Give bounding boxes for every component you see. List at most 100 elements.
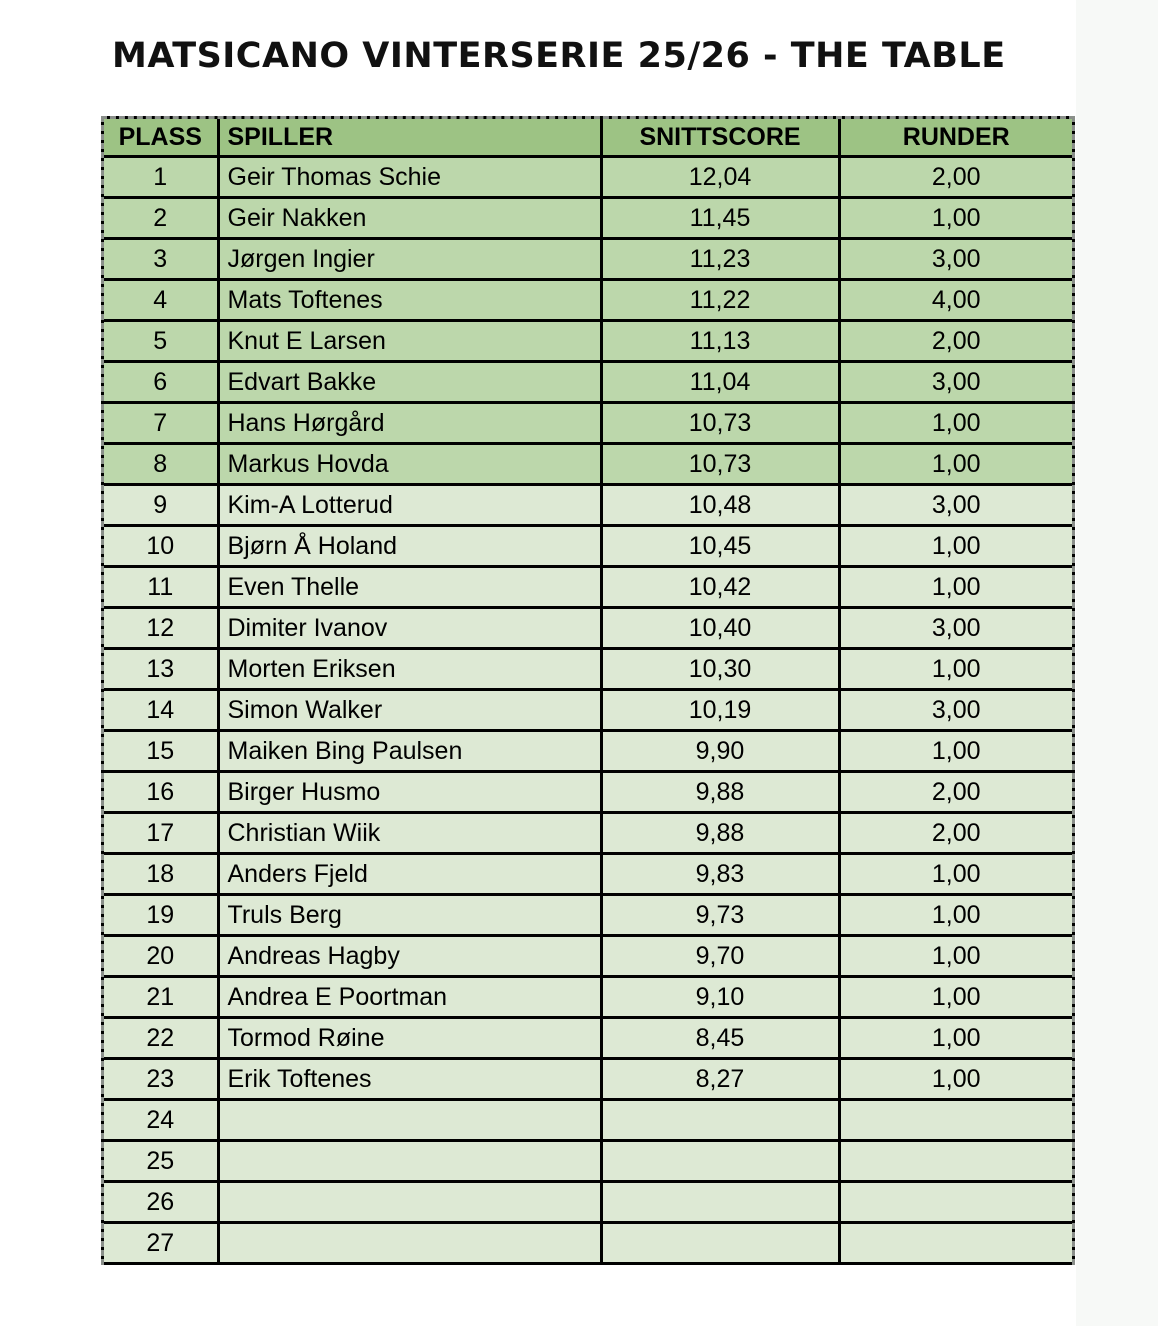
cell-snittscore[interactable] <box>599 1221 841 1265</box>
cell-runder[interactable]: 1,00 <box>837 524 1072 568</box>
cell-spiller[interactable]: Bjørn Å Holand <box>216 524 603 568</box>
cell-spiller[interactable]: Knut E Larsen <box>216 319 603 363</box>
cell-runder[interactable]: 1,00 <box>837 893 1072 937</box>
cell-runder[interactable]: 1,00 <box>837 442 1072 486</box>
cell-runder[interactable]: 2,00 <box>837 319 1072 363</box>
cell-spiller[interactable]: Morten Eriksen <box>216 647 603 691</box>
cell-plass[interactable]: 24 <box>104 1098 220 1142</box>
cell-plass[interactable]: 6 <box>104 360 220 404</box>
cell-snittscore[interactable]: 9,88 <box>599 811 841 855</box>
cell-plass[interactable]: 17 <box>104 811 220 855</box>
cell-snittscore[interactable]: 11,22 <box>599 278 841 322</box>
cell-snittscore[interactable]: 10,73 <box>599 442 841 486</box>
cell-plass[interactable]: 8 <box>104 442 220 486</box>
cell-spiller[interactable]: Mats Toftenes <box>216 278 603 322</box>
cell-plass[interactable]: 1 <box>104 155 220 199</box>
cell-plass[interactable]: 25 <box>104 1139 220 1183</box>
cell-snittscore[interactable]: 9,88 <box>599 770 841 814</box>
cell-spiller[interactable]: Truls Berg <box>216 893 603 937</box>
cell-spiller[interactable] <box>216 1098 603 1142</box>
cell-snittscore[interactable] <box>599 1098 841 1142</box>
cell-plass[interactable]: 4 <box>104 278 220 322</box>
cell-plass[interactable]: 23 <box>104 1057 220 1101</box>
cell-snittscore[interactable]: 10,40 <box>599 606 841 650</box>
cell-snittscore[interactable]: 9,70 <box>599 934 841 978</box>
cell-runder[interactable]: 1,00 <box>837 729 1072 773</box>
cell-runder[interactable]: 3,00 <box>837 606 1072 650</box>
cell-snittscore[interactable]: 8,27 <box>599 1057 841 1101</box>
cell-spiller[interactable]: Maiken Bing Paulsen <box>216 729 603 773</box>
cell-runder[interactable]: 3,00 <box>837 688 1072 732</box>
cell-snittscore[interactable]: 9,10 <box>599 975 841 1019</box>
cell-snittscore[interactable] <box>599 1180 841 1224</box>
cell-snittscore[interactable]: 12,04 <box>599 155 841 199</box>
cell-spiller[interactable]: Simon Walker <box>216 688 603 732</box>
cell-runder[interactable] <box>837 1139 1072 1183</box>
cell-runder[interactable]: 3,00 <box>837 237 1072 281</box>
cell-runder[interactable]: 1,00 <box>837 852 1072 896</box>
cell-plass[interactable]: 27 <box>104 1221 220 1265</box>
cell-snittscore[interactable]: 11,13 <box>599 319 841 363</box>
header-snittscore[interactable]: SNITTSCORE <box>599 119 841 158</box>
header-runder[interactable]: RUNDER <box>837 119 1072 158</box>
cell-runder[interactable]: 2,00 <box>837 770 1072 814</box>
cell-spiller[interactable] <box>216 1180 603 1224</box>
cell-snittscore[interactable]: 10,48 <box>599 483 841 527</box>
cell-snittscore[interactable]: 11,45 <box>599 196 841 240</box>
cell-spiller[interactable]: Edvart Bakke <box>216 360 603 404</box>
cell-plass[interactable]: 22 <box>104 1016 220 1060</box>
cell-runder[interactable]: 1,00 <box>837 647 1072 691</box>
cell-spiller[interactable]: Dimiter Ivanov <box>216 606 603 650</box>
cell-snittscore[interactable]: 11,04 <box>599 360 841 404</box>
cell-plass[interactable]: 26 <box>104 1180 220 1224</box>
cell-runder[interactable]: 2,00 <box>837 811 1072 855</box>
cell-plass[interactable]: 14 <box>104 688 220 732</box>
cell-runder[interactable]: 4,00 <box>837 278 1072 322</box>
cell-plass[interactable]: 13 <box>104 647 220 691</box>
cell-runder[interactable]: 1,00 <box>837 975 1072 1019</box>
cell-runder[interactable]: 1,00 <box>837 1016 1072 1060</box>
cell-runder[interactable]: 3,00 <box>837 483 1072 527</box>
cell-plass[interactable]: 20 <box>104 934 220 978</box>
cell-snittscore[interactable]: 11,23 <box>599 237 841 281</box>
cell-spiller[interactable]: Hans Hørgård <box>216 401 603 445</box>
cell-snittscore[interactable]: 9,83 <box>599 852 841 896</box>
cell-spiller[interactable]: Geir Thomas Schie <box>216 155 603 199</box>
cell-runder[interactable]: 1,00 <box>837 196 1072 240</box>
cell-snittscore[interactable]: 9,73 <box>599 893 841 937</box>
cell-plass[interactable]: 18 <box>104 852 220 896</box>
cell-snittscore[interactable]: 10,42 <box>599 565 841 609</box>
cell-spiller[interactable]: Andrea E Poortman <box>216 975 603 1019</box>
cell-plass[interactable]: 11 <box>104 565 220 609</box>
cell-plass[interactable]: 12 <box>104 606 220 650</box>
cell-plass[interactable]: 3 <box>104 237 220 281</box>
cell-spiller[interactable]: Christian Wiik <box>216 811 603 855</box>
cell-runder[interactable]: 1,00 <box>837 934 1072 978</box>
cell-spiller[interactable] <box>216 1221 603 1265</box>
header-plass[interactable]: PLASS <box>104 119 220 158</box>
cell-plass[interactable]: 10 <box>104 524 220 568</box>
cell-plass[interactable]: 5 <box>104 319 220 363</box>
cell-runder[interactable] <box>837 1098 1072 1142</box>
cell-spiller[interactable]: Anders Fjeld <box>216 852 603 896</box>
cell-runder[interactable]: 2,00 <box>837 155 1072 199</box>
cell-runder[interactable]: 3,00 <box>837 360 1072 404</box>
cell-spiller[interactable]: Birger Husmo <box>216 770 603 814</box>
cell-snittscore[interactable]: 10,30 <box>599 647 841 691</box>
cell-spiller[interactable]: Tormod Røine <box>216 1016 603 1060</box>
cell-runder[interactable] <box>837 1180 1072 1224</box>
cell-snittscore[interactable]: 10,73 <box>599 401 841 445</box>
cell-runder[interactable]: 1,00 <box>837 401 1072 445</box>
cell-spiller[interactable]: Kim-A Lotterud <box>216 483 603 527</box>
cell-plass[interactable]: 16 <box>104 770 220 814</box>
cell-plass[interactable]: 15 <box>104 729 220 773</box>
cell-spiller[interactable]: Andreas Hagby <box>216 934 603 978</box>
cell-spiller[interactable]: Geir Nakken <box>216 196 603 240</box>
cell-spiller[interactable]: Jørgen Ingier <box>216 237 603 281</box>
cell-snittscore[interactable]: 10,45 <box>599 524 841 568</box>
cell-snittscore[interactable] <box>599 1139 841 1183</box>
cell-runder[interactable]: 1,00 <box>837 1057 1072 1101</box>
cell-snittscore[interactable]: 10,19 <box>599 688 841 732</box>
header-spiller[interactable]: SPILLER <box>216 119 603 158</box>
cell-snittscore[interactable]: 8,45 <box>599 1016 841 1060</box>
